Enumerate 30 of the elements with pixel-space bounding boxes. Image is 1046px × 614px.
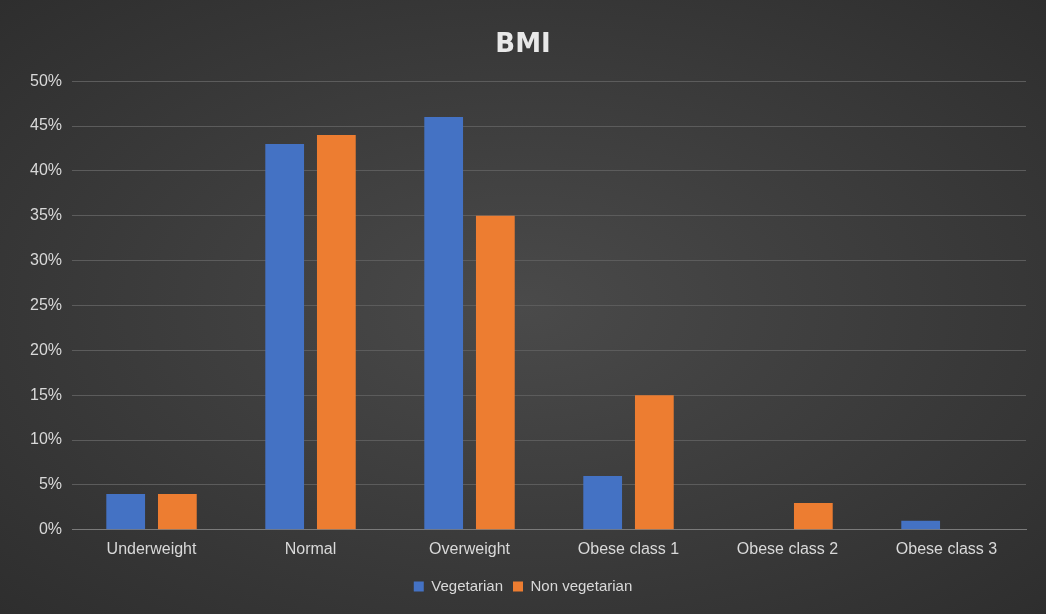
bar <box>157 493 197 530</box>
chart-title: BMI <box>495 28 551 59</box>
bar <box>634 395 674 530</box>
x-tick-label: Underweight <box>106 539 197 557</box>
x-tick-label: Obese class 3 <box>895 539 998 557</box>
x-tick-label: Overweight <box>429 539 511 557</box>
bar <box>424 117 464 530</box>
bar <box>793 502 833 530</box>
bar <box>475 215 515 530</box>
bar <box>316 135 356 530</box>
bar <box>901 520 941 530</box>
y-tick-label: 50% <box>29 71 63 89</box>
y-tick-label: 30% <box>29 251 63 269</box>
y-tick-label: 0% <box>38 520 63 538</box>
x-tick-label: Obese class 2 <box>736 539 839 557</box>
x-tick-label: Normal <box>284 539 337 557</box>
y-tick-label: 20% <box>29 340 63 358</box>
y-tick-label: 35% <box>29 206 63 224</box>
y-tick-label: 45% <box>29 116 63 134</box>
y-tick-label: 40% <box>29 161 63 179</box>
y-tick-label: 10% <box>29 430 63 448</box>
y-tick-label: 15% <box>29 385 63 403</box>
bar <box>265 144 305 530</box>
y-tick-label: 25% <box>29 295 63 313</box>
x-tick-label: Obese class 1 <box>577 539 680 557</box>
legend-label: Vegetarian <box>431 576 503 594</box>
bar <box>106 493 146 530</box>
y-tick-label: 5% <box>38 475 63 493</box>
bar <box>583 475 623 530</box>
legend-label: Non vegetarian <box>530 576 633 594</box>
